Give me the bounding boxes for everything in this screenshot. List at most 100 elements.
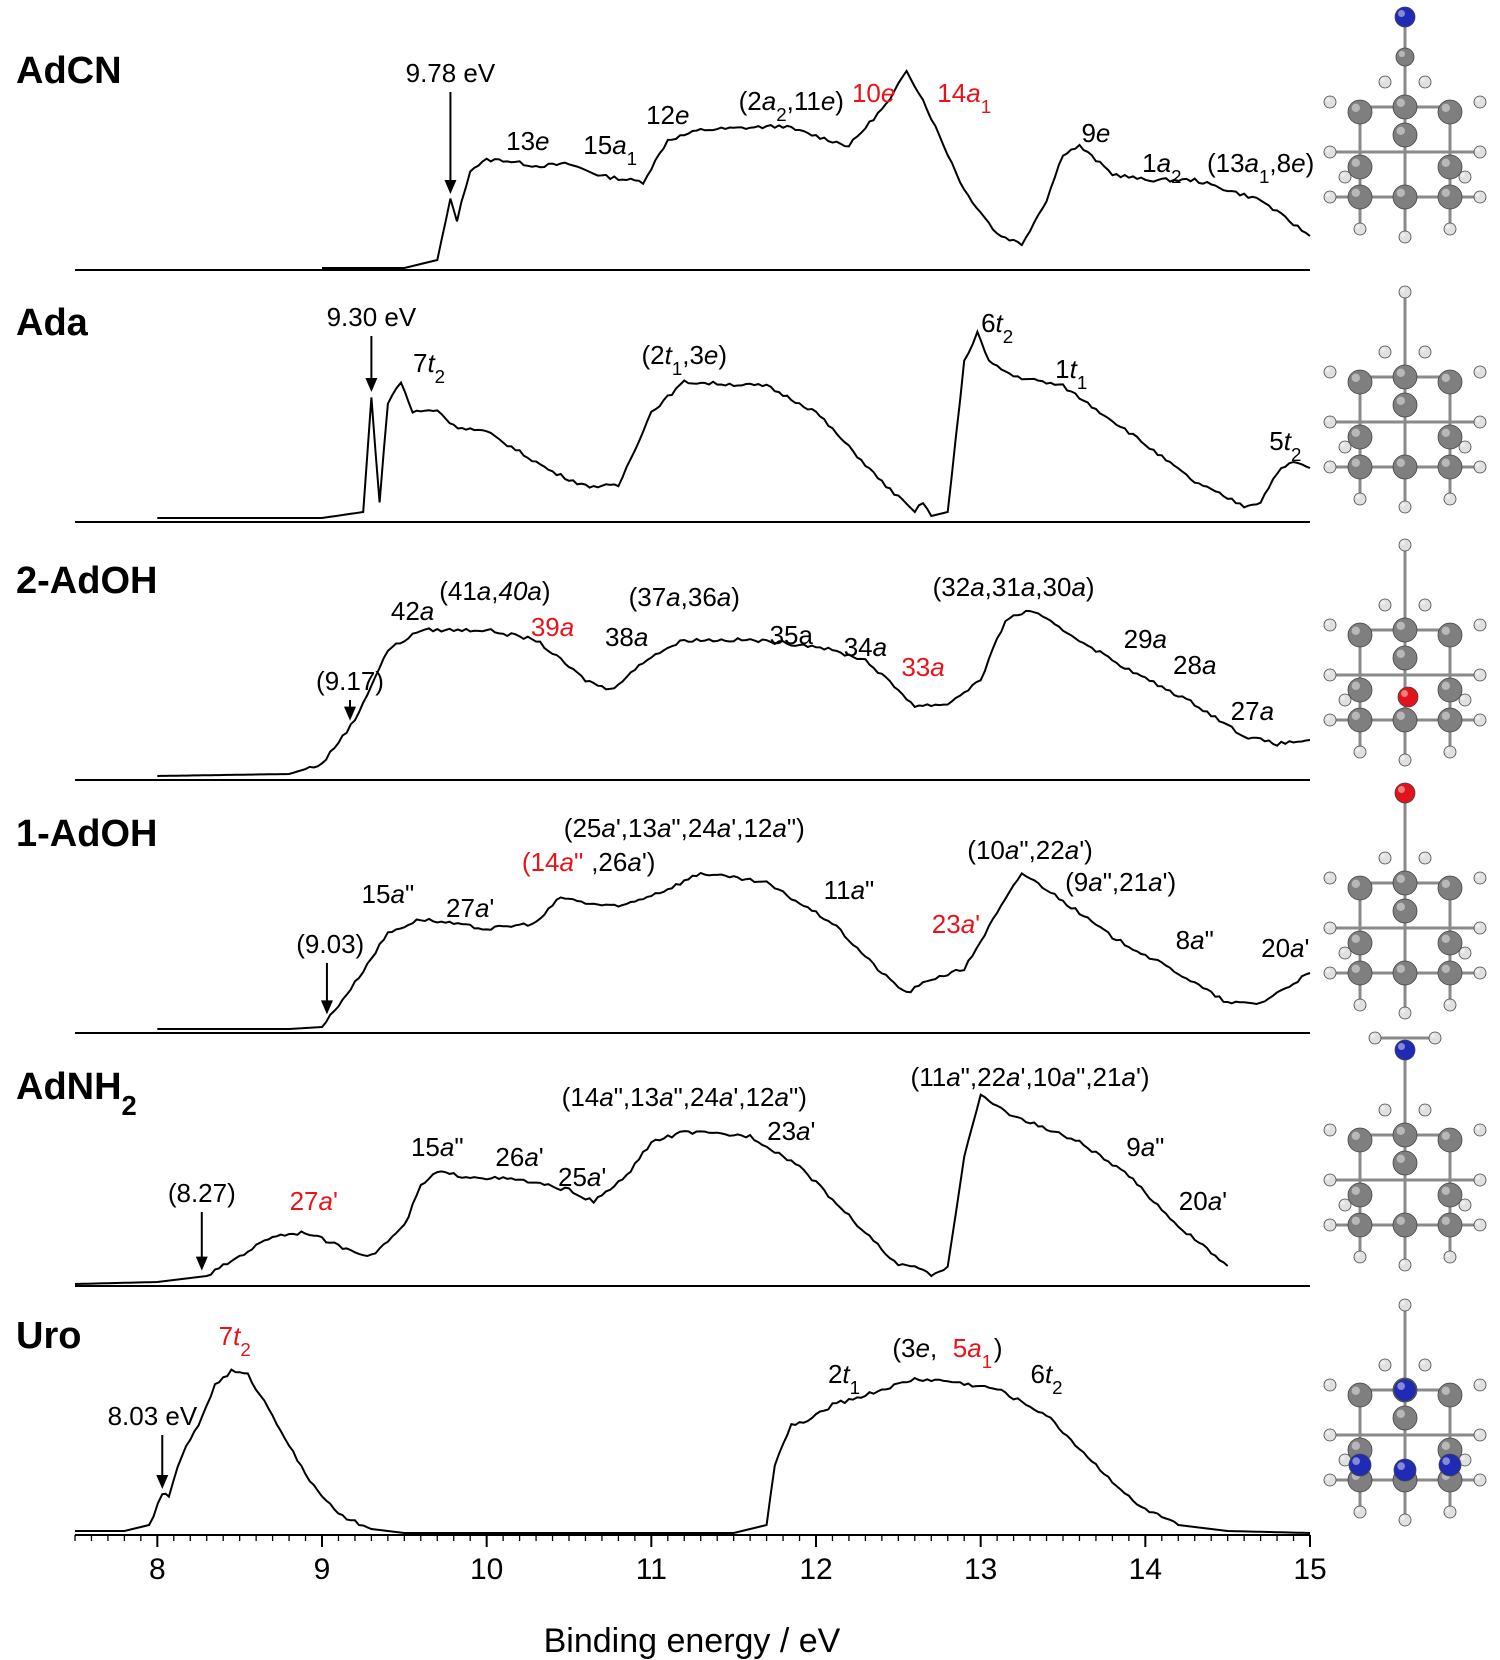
atom-highlight: [1445, 1507, 1450, 1512]
atom-highlight: [1396, 1409, 1406, 1419]
onset-arrowhead: [156, 1475, 169, 1489]
peak-label: ): [994, 1333, 1003, 1363]
atom: [1437, 424, 1463, 450]
atom-highlight: [1420, 1105, 1425, 1110]
onset-arrowhead: [444, 180, 457, 194]
atom: [1338, 170, 1352, 184]
atom: [1323, 1218, 1337, 1232]
atom-highlight: [1400, 1300, 1405, 1305]
atom: [1443, 745, 1457, 759]
atom-highlight: [1475, 462, 1480, 467]
peak-label: 38a: [605, 622, 648, 652]
atom: [1437, 677, 1463, 703]
atom: [1392, 870, 1418, 896]
atom: [1437, 960, 1463, 986]
atom: [1338, 1198, 1352, 1212]
atom: [1323, 668, 1337, 682]
atom-highlight: [1351, 373, 1361, 382]
peak-label: 15a": [362, 879, 415, 909]
onset-arrowhead: [343, 706, 356, 721]
atom: [1347, 707, 1373, 733]
atom: [1353, 1250, 1367, 1264]
atom: [1473, 95, 1487, 109]
x-tick-label: 13: [964, 1553, 997, 1586]
peak-label: 34a: [844, 632, 887, 662]
atom-highlight: [1400, 755, 1405, 761]
atom-highlight: [1351, 458, 1361, 467]
x-tick-label: 12: [799, 1553, 832, 1586]
molecule-nh2: [1323, 1031, 1487, 1272]
atom-highlight: [1441, 1131, 1451, 1141]
atom: [1398, 230, 1412, 244]
atom: [1392, 94, 1418, 120]
peak-label: ,26a'): [591, 847, 655, 877]
atom-highlight: [1325, 462, 1330, 467]
atom-highlight: [1340, 948, 1345, 954]
atom: [1458, 946, 1472, 960]
atom: [1394, 782, 1416, 804]
atom-highlight: [1475, 1380, 1480, 1385]
atom: [1473, 190, 1487, 204]
atom: [1438, 1453, 1462, 1477]
atom-highlight: [1420, 77, 1425, 82]
spectrum-panel: 2-AdOH (9.17) 42a(41a,40a) 39a 38a (37a,36a) 3…: [16, 560, 1311, 781]
atom: [1378, 345, 1392, 359]
onset-arrowhead: [365, 378, 378, 392]
atom-highlight: [1400, 287, 1405, 292]
atom-highlight: [1340, 442, 1345, 447]
atom: [1458, 693, 1472, 707]
peak-label: (2t1,3e): [641, 340, 727, 379]
atom-highlight: [1396, 126, 1406, 135]
atom: [1473, 668, 1487, 682]
atom: [1437, 184, 1463, 210]
atom-highlight: [1398, 50, 1405, 57]
atom: [1392, 1212, 1418, 1238]
spectrum-line: [322, 68, 1311, 269]
atom-highlight: [1445, 747, 1450, 753]
atom: [1323, 145, 1337, 159]
atom: [1398, 753, 1412, 767]
spectrum-panel: Ada 9.30 eV 7t2 (2t1,3e) 6t2 1t1 5t2: [16, 302, 1311, 523]
atom-highlight: [1351, 103, 1361, 113]
atom: [1443, 998, 1457, 1012]
atom-highlight: [1325, 968, 1330, 974]
atom-highlight: [1380, 853, 1385, 859]
x-tick-label: 9: [314, 1553, 331, 1586]
atom: [1323, 1428, 1337, 1442]
atom-highlight: [1396, 396, 1406, 405]
atom: [1353, 998, 1367, 1012]
atom-highlight: [1351, 1386, 1361, 1396]
atom-highlight: [1325, 670, 1330, 676]
panel-name: AdCN: [16, 50, 122, 92]
atom-highlight: [1325, 1220, 1330, 1225]
atom-highlight: [1430, 1033, 1435, 1038]
atom: [1473, 1173, 1487, 1187]
atom-highlight: [1325, 192, 1330, 197]
spectrum-line: [75, 1368, 1311, 1534]
atom-highlight: [1351, 626, 1361, 635]
peak-label: 5a1: [953, 1333, 992, 1372]
peak-label: 10e: [852, 78, 895, 108]
peak-label: 14a1: [937, 78, 991, 117]
atom: [1437, 1127, 1463, 1153]
atom-highlight: [1441, 1441, 1451, 1451]
spectrum-panel: AdNH2 (8.27) 27a' 15a" 26a' 25a' (14a",13a",24…: [16, 1062, 1310, 1287]
atom-highlight: [1355, 494, 1360, 499]
peak-label: 27a': [446, 893, 494, 923]
peak-label: 6t2: [1030, 1359, 1062, 1398]
peak-label: (11a",22a',10a",21a'): [911, 1062, 1150, 1092]
peak-label: 5t2: [1269, 426, 1301, 465]
atom: [1323, 460, 1337, 474]
peak-label: 25a': [558, 1162, 606, 1192]
peak-label: 35a: [770, 620, 814, 650]
atom-highlight: [1475, 923, 1480, 929]
atom-highlight: [1396, 874, 1406, 883]
atom-highlight: [1380, 600, 1385, 606]
x-axis-title: Binding energy / eV: [544, 1622, 841, 1660]
spectrum-line: [74, 1093, 1229, 1285]
atom-highlight: [1441, 879, 1451, 888]
atom-highlight: [1351, 428, 1361, 437]
atom: [1473, 365, 1487, 379]
atom: [1347, 1127, 1373, 1153]
atom: [1437, 1382, 1463, 1408]
